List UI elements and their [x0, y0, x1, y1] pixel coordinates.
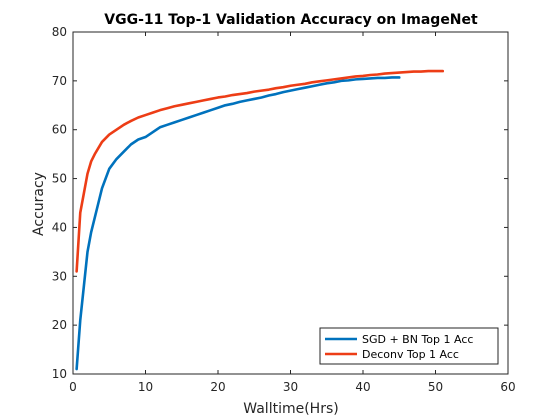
y-tick-label: 40: [52, 220, 67, 234]
legend-label-2: Deconv Top 1 Acc: [362, 348, 459, 361]
y-tick-label: 10: [52, 367, 67, 381]
x-tick-label: 30: [283, 380, 298, 394]
legend-label-1: SGD + BN Top 1 Acc: [362, 333, 473, 346]
chart-title: VGG-11 Top-1 Validation Accuracy on Imag…: [104, 12, 478, 28]
y-tick-label: 20: [52, 318, 67, 332]
legend: SGD + BN Top 1 Acc Deconv Top 1 Acc: [319, 327, 499, 365]
x-axis-label: Walltime(Hrs): [243, 401, 338, 417]
legend-box: [319, 327, 499, 365]
series-group: [75, 69, 445, 371]
y-tick-label: 80: [52, 25, 67, 39]
x-tick-label: 0: [69, 380, 77, 394]
x-tick-label: 60: [500, 380, 515, 394]
x-tick-label: 50: [428, 380, 443, 394]
y-tick-label: 70: [52, 74, 67, 88]
y-tick-label: 60: [52, 123, 67, 137]
x-tick-label: 10: [138, 380, 153, 394]
y-tick-label: 30: [52, 269, 67, 283]
y-tick-label: 50: [52, 172, 67, 186]
y-axis-label: Accuracy: [31, 172, 47, 236]
series-line-1: [75, 76, 401, 371]
series-line-2: [75, 69, 445, 273]
x-ticks: 0 10 20 30 40 50 60: [69, 32, 516, 394]
y-ticks: 10 20 30 40 50 60 70 80: [52, 25, 508, 381]
x-tick-label: 20: [210, 380, 225, 394]
x-tick-label: 40: [355, 380, 370, 394]
